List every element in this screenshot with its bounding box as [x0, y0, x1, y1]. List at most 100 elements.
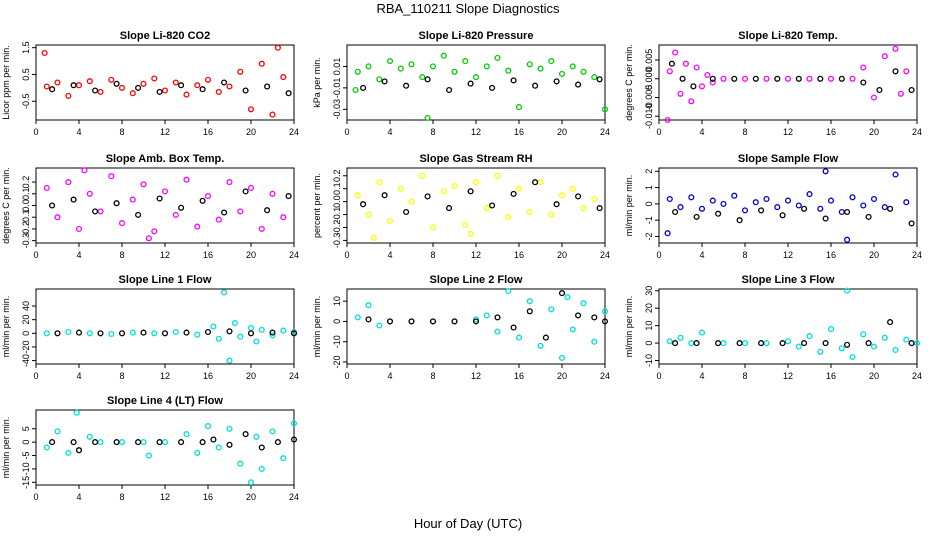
data-point: [494, 54, 501, 61]
y-tick-label: 0: [21, 331, 31, 336]
data-point: [247, 106, 255, 113]
data-point: [575, 193, 582, 200]
data-point: [221, 209, 228, 216]
data-point: [397, 185, 404, 192]
y-tick-label: -0.03: [332, 99, 342, 120]
data-point: [752, 75, 759, 82]
data-point: [451, 318, 458, 325]
data-point: [161, 87, 169, 94]
data-point: [129, 90, 136, 97]
data-point: [451, 183, 458, 190]
y-axis-label: ml/min per min.: [1, 296, 11, 358]
y-tick-label: -0.3: [332, 233, 342, 249]
x-tick-label: 8: [430, 371, 435, 381]
data-point: [381, 78, 388, 85]
x-tick-label: 0: [33, 127, 38, 137]
data-point: [575, 81, 582, 88]
x-tick-label: 20: [246, 371, 256, 381]
data-point: [280, 455, 287, 462]
data-point: [140, 439, 147, 446]
data-point: [269, 329, 276, 336]
data-point: [838, 208, 845, 216]
data-point: [897, 90, 904, 97]
panel-3: Slope Li-820 Temp. degrees C per min. 0 4 8 1…: [624, 30, 922, 137]
panel-title: Slope Amb. Box Temp.: [106, 153, 225, 165]
data-point: [677, 204, 684, 211]
x-tick-label: 8: [742, 371, 747, 381]
data-point: [41, 49, 48, 57]
data-point: [419, 172, 426, 179]
data-point: [795, 343, 802, 350]
x-tick-label: 12: [783, 127, 793, 137]
data-point: [70, 439, 77, 446]
data-point: [156, 439, 163, 446]
data-point: [806, 333, 813, 340]
data-point: [779, 212, 786, 219]
data-point: [483, 312, 490, 319]
data-point: [472, 316, 480, 323]
y-axis-label: ml/min per min.: [624, 175, 634, 237]
data-point: [75, 447, 83, 454]
y-tick-label: 0.1: [332, 182, 342, 195]
x-tick-label: 4: [76, 492, 81, 502]
data-point: [698, 205, 706, 212]
plot-frame: [35, 288, 295, 365]
data-point: [580, 300, 587, 307]
data-point: [65, 449, 72, 456]
x-tick-label: 16: [203, 492, 213, 502]
data-point: [693, 64, 700, 71]
data-point: [451, 68, 458, 75]
data-point: [763, 195, 770, 203]
series-2: [49, 431, 298, 454]
x-tick-label: 4: [699, 250, 704, 260]
data-point: [226, 425, 233, 432]
data-point: [682, 60, 689, 67]
data-point: [758, 207, 765, 214]
panel-title: Slope Sample Flow: [738, 153, 839, 165]
data-point: [290, 420, 298, 427]
data-point: [215, 216, 222, 223]
data-point: [43, 184, 50, 191]
x-tick-label: 4: [699, 371, 704, 381]
y-axis-label: Licor ppm per min.: [1, 45, 11, 120]
data-point: [140, 80, 147, 87]
y-tick-label: 0.1: [21, 188, 31, 201]
data-point: [269, 332, 276, 339]
data-point: [892, 45, 899, 52]
panel-title: Slope Li-820 Pressure: [419, 30, 534, 42]
data-point: [285, 193, 292, 200]
data-point: [806, 75, 813, 82]
series-1: [352, 52, 609, 121]
series-2: [49, 188, 292, 218]
y-axis-label: ml/min per min.: [624, 296, 634, 358]
data-point: [564, 294, 571, 301]
data-point: [86, 433, 93, 440]
data-point: [376, 322, 383, 329]
data-point: [365, 302, 372, 309]
data-point: [908, 86, 915, 94]
data-point: [408, 61, 415, 68]
data-point: [690, 83, 697, 90]
data-point: [204, 328, 212, 336]
x-tick-label: 12: [160, 371, 170, 381]
data-point: [424, 76, 431, 83]
data-point: [140, 329, 147, 336]
data-point: [526, 298, 533, 305]
data-point: [679, 75, 686, 82]
panel-title: Slope Line 1 Flow: [119, 274, 212, 286]
y-axis-label: ml/min per min.: [1, 417, 11, 479]
x-tick-label: 0: [344, 250, 349, 260]
panel-title: Slope Line 3 Flow: [742, 274, 835, 286]
data-point: [408, 198, 415, 205]
data-point: [881, 204, 888, 211]
page-x-axis-label: Hour of Day (UTC): [413, 516, 523, 531]
data-point: [178, 204, 185, 211]
x-tick-label: 0: [656, 371, 661, 381]
data-point: [672, 208, 679, 216]
data-point: [113, 200, 120, 207]
data-point: [419, 74, 426, 81]
data-point: [844, 287, 851, 294]
data-point: [849, 353, 856, 361]
data-point: [258, 444, 265, 451]
data-point: [774, 204, 781, 211]
